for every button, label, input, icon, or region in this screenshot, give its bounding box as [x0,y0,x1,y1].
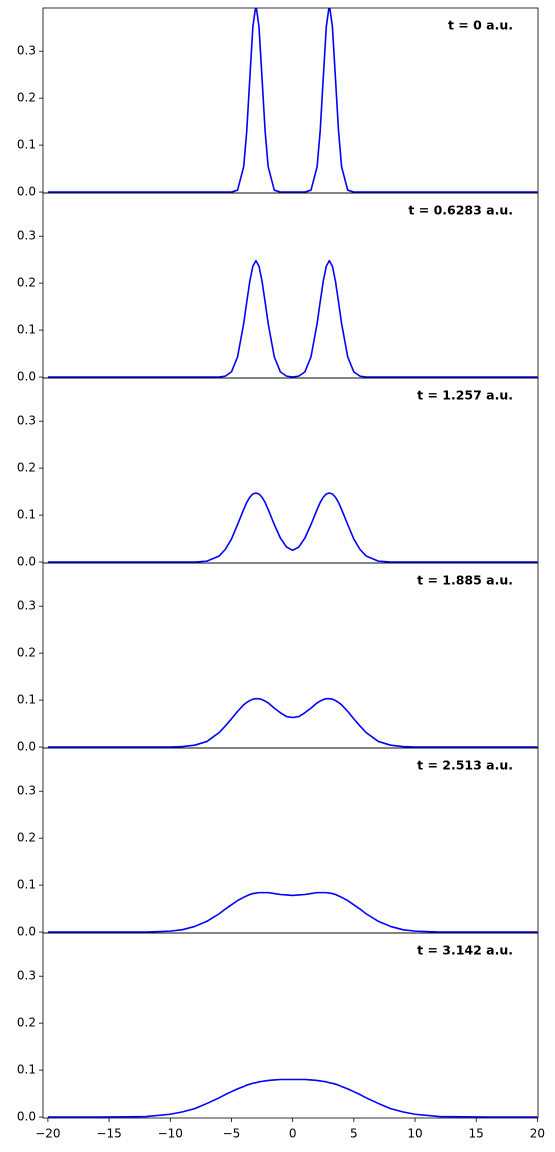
plot-frame [42,377,539,564]
y-tick-label: 0.0 [17,1110,36,1124]
y-tick-label: 0.3 [17,784,36,798]
y-tick-label: 0.0 [17,925,36,939]
y-tick-label: 0.0 [17,370,36,384]
panel: 0.0 0.1 0.2 0.3 t = 0 a.u. [17,7,539,199]
y-tick-label: 0.1 [17,323,36,337]
plot-frame [42,7,539,194]
y-tick-label: 0.2 [17,461,36,475]
y-tick-label: 0.1 [17,1063,36,1077]
line-series [47,891,538,933]
y-tick-label: 0.3 [17,414,36,428]
y-tick-label: 0.1 [17,508,36,522]
y-tick-label: 0.0 [17,555,36,569]
x-tick-label: 20 [530,1127,545,1141]
line-series [47,697,538,748]
annotation: t = 1.257 a.u. [417,388,513,403]
line-series [47,1078,538,1118]
plot-frame [42,932,539,1119]
y-tick-label: 0.2 [17,646,36,660]
y-tick-label: 0.2 [17,1016,36,1030]
panel: 0.0 0.1 0.2 0.3 t = 0.6283 a.u. [17,192,539,384]
y-tick-label: 0.3 [17,44,36,58]
panel: 0.0 0.1 0.2 0.3 t = 1.885 a.u. [17,562,539,754]
y-tick-label: 0.3 [17,599,36,613]
x-tick-label: 15 [469,1127,484,1141]
plot-frame [42,562,539,749]
x-tick-label: 5 [350,1127,358,1141]
annotation: t = 3.142 a.u. [417,943,513,958]
line-series [47,492,538,563]
plot-frame [42,747,539,934]
x-tick-label: −20 [35,1127,60,1141]
y-tick-label: 0.2 [17,831,36,845]
y-tick-label: 0.0 [17,740,36,754]
y-tick-label: 0.1 [17,138,36,152]
y-tick-label: 0.2 [17,276,36,290]
y-tick-label: 0.0 [17,185,36,199]
x-tick-label: −10 [158,1127,183,1141]
x-tick-label: −5 [223,1127,241,1141]
y-tick-label: 0.3 [17,229,36,243]
y-tick-label: 0.2 [17,91,36,105]
annotation: t = 1.885 a.u. [417,573,513,588]
y-tick-label: 0.3 [17,969,36,983]
y-tick-label: 0.1 [17,878,36,892]
y-tick-label: 0.1 [17,693,36,707]
x-tick-label: 0 [289,1127,297,1141]
x-tick-label: 10 [407,1127,422,1141]
x-tick-label: −15 [96,1127,121,1141]
annotation: t = 0.6283 a.u. [408,203,513,218]
panel: 0.0 0.1 0.2 0.3 −20 −15 −10 −5 0 5 10 15 20 t = 3.142… [17,932,545,1141]
line-series [47,8,538,193]
line-series [47,259,538,378]
plot-frame [42,192,539,379]
panel: 0.0 0.1 0.2 0.3 t = 1.257 a.u. [17,377,539,569]
panel: 0.0 0.1 0.2 0.3 t = 2.513 a.u. [17,747,539,939]
annotation: t = 2.513 a.u. [417,758,513,773]
annotation: t = 0 a.u. [448,18,513,33]
